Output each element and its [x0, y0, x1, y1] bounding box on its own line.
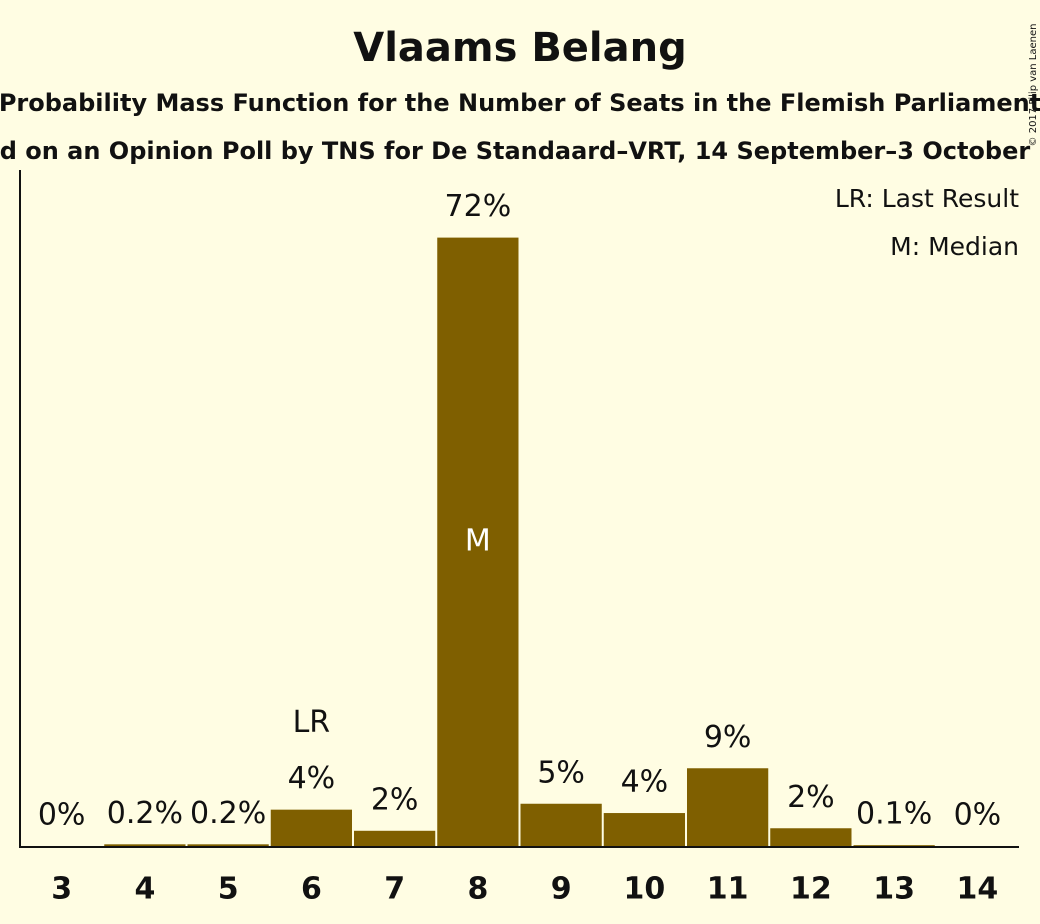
x-tick-label: 7: [384, 872, 405, 907]
value-label: 0%: [38, 798, 86, 833]
last-result-label: LR: [293, 705, 331, 740]
bar: [270, 809, 352, 846]
value-label: 5%: [537, 755, 585, 790]
bar: [687, 768, 769, 846]
x-tick-label: 9: [551, 872, 572, 907]
value-label: 2%: [371, 782, 419, 817]
copyright: © 2017 Filip van Laenen: [1028, 24, 1039, 147]
chart-subtitle: Based on an Opinion Poll by TNS for De S…: [0, 137, 1040, 165]
x-tick-label: 6: [301, 872, 322, 907]
x-tick-label: 4: [134, 872, 155, 907]
legend-entry: LR: Last Result: [835, 184, 1019, 213]
median-label: M: [465, 523, 491, 558]
value-label: 9%: [704, 720, 752, 755]
chart-subtitle: Probability Mass Function for the Number…: [0, 89, 1040, 117]
value-label: 0.2%: [190, 796, 266, 831]
bar: [770, 828, 852, 846]
value-label: 72%: [445, 189, 512, 224]
bar: [354, 830, 436, 846]
value-label: 0.2%: [107, 796, 183, 831]
x-tick-label: 10: [624, 872, 666, 907]
value-label: 0.1%: [856, 797, 932, 832]
x-tick-label: 12: [790, 872, 832, 907]
bar: [853, 845, 935, 846]
bar: [437, 237, 519, 847]
x-tick-label: 5: [218, 872, 239, 907]
chart-title: Vlaams Belang: [353, 25, 687, 71]
x-tick-label: 11: [707, 872, 749, 907]
x-tick-label: 13: [873, 872, 915, 907]
x-tick-label: 8: [467, 872, 488, 907]
value-label: 2%: [787, 780, 835, 815]
legend-entry: M: Median: [890, 232, 1019, 261]
x-tick-label: 14: [957, 872, 999, 907]
bar: [520, 803, 602, 846]
value-label: 4%: [621, 765, 669, 800]
value-label: 4%: [288, 761, 336, 796]
x-tick-label: 3: [51, 872, 72, 907]
bar: [104, 844, 186, 846]
value-label: 0%: [954, 798, 1002, 833]
bar: [187, 844, 269, 846]
bar: [603, 813, 685, 846]
